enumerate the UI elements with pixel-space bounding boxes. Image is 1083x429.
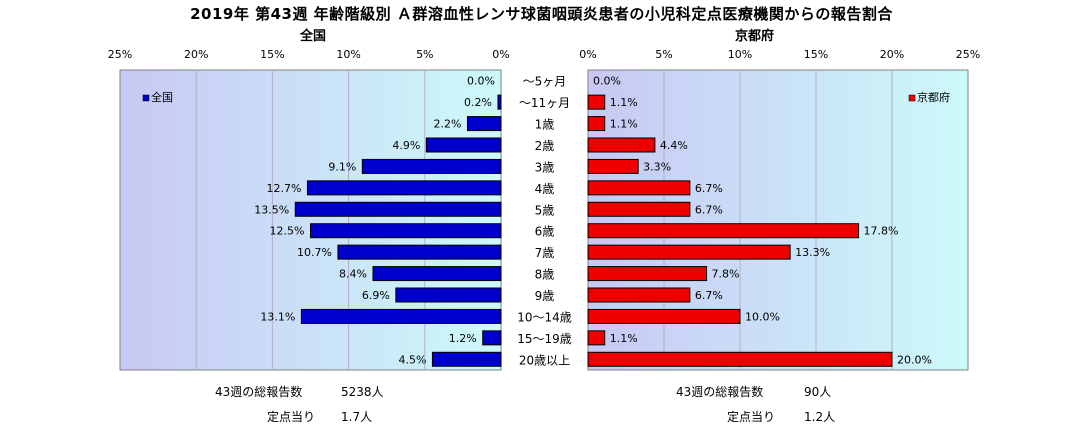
right-bar — [587, 94, 606, 110]
right-data-label: 13.3% — [795, 246, 830, 259]
right-x-tick-label: 5% — [655, 48, 672, 61]
left-bar — [395, 287, 502, 303]
category-label: 7歳 — [535, 246, 555, 260]
right-bar — [587, 308, 741, 324]
left-bar — [431, 351, 502, 367]
right-data-label: 17.8% — [864, 225, 899, 238]
right-x-tick-label: 0% — [579, 48, 596, 61]
category-label: 2歳 — [535, 139, 555, 153]
left-panel-subtitle: 全国 — [300, 29, 327, 44]
category-label: 5歳 — [535, 203, 555, 217]
category-label: 6歳 — [535, 225, 555, 239]
right-x-tick-label: 20% — [880, 48, 904, 61]
right-data-label: 20.0% — [897, 353, 932, 366]
left-data-label: 13.5% — [254, 203, 289, 216]
left-legend-label: 全国 — [151, 90, 173, 104]
left-data-label: 12.7% — [266, 182, 301, 195]
left-data-label: 9.1% — [328, 160, 356, 173]
right-bar — [587, 351, 893, 367]
chart-title: 2019年 第43週 年齢階級別 Ａ群溶血性レンサ球菌咽頭炎患者の小児科定点医療… — [190, 5, 893, 23]
left-total-label: 43週の総報告数 — [215, 385, 303, 399]
left-data-label: 8.4% — [339, 268, 367, 281]
category-label: 4歳 — [535, 182, 555, 196]
right-plot-area — [587, 69, 969, 371]
right-per-site-label: 定点当り — [727, 410, 776, 424]
right-bar — [587, 330, 606, 346]
left-bar — [482, 330, 502, 346]
right-panel-subtitle: 京都府 — [735, 29, 775, 44]
left-data-label: 12.5% — [270, 225, 305, 238]
left-bar — [294, 201, 502, 217]
left-data-label: 0.0% — [467, 75, 495, 88]
right-x-tick-label: 15% — [804, 48, 828, 61]
right-data-label: 0.0% — [593, 75, 621, 88]
left-x-tick-label: 10% — [336, 48, 360, 61]
right-bar — [587, 180, 691, 196]
right-legend-label: 京都府 — [917, 90, 950, 104]
left-data-label: 1.2% — [449, 332, 477, 345]
left-bar — [466, 116, 502, 132]
left-bar — [306, 180, 502, 196]
category-label: ～11ヶ月 — [519, 96, 570, 110]
right-data-label: 6.7% — [695, 289, 723, 302]
right-data-label: 4.4% — [660, 139, 688, 152]
category-label: 15～19歳 — [517, 332, 572, 346]
left-bar — [337, 244, 502, 260]
left-data-label: 10.7% — [297, 246, 332, 259]
right-data-label: 1.1% — [610, 332, 638, 345]
right-legend-swatch — [908, 94, 916, 102]
category-label: 3歳 — [535, 160, 555, 174]
right-bar — [587, 287, 691, 303]
right-bar — [587, 137, 656, 153]
right-total-label: 43週の総報告数 — [676, 385, 764, 399]
category-label: 9歳 — [535, 289, 555, 303]
left-total-value: 5238人 — [341, 385, 384, 399]
right-bar — [587, 266, 708, 282]
left-bar — [425, 137, 502, 153]
left-data-label: 2.2% — [434, 118, 462, 131]
right-data-label: 3.3% — [643, 160, 671, 173]
left-legend-swatch — [142, 94, 150, 102]
right-data-label: 10.0% — [745, 310, 780, 323]
left-plot-area — [119, 69, 502, 371]
category-label: 20歳以上 — [519, 353, 570, 367]
right-bar — [587, 201, 691, 217]
left-x-tick-label: 20% — [184, 48, 208, 61]
right-data-label: 6.7% — [695, 203, 723, 216]
category-label: 8歳 — [535, 268, 555, 282]
left-per-site-label: 定点当り — [267, 410, 316, 424]
left-per-site-value: 1.7人 — [341, 410, 373, 424]
right-bar — [587, 244, 791, 260]
right-bar — [587, 116, 606, 132]
right-bar — [587, 223, 860, 239]
right-per-site-value: 1.2人 — [804, 410, 836, 424]
left-x-tick-label: 15% — [260, 48, 284, 61]
category-label: ～5ヶ月 — [523, 75, 567, 89]
right-data-label: 1.1% — [610, 96, 638, 109]
left-data-label: 4.9% — [392, 139, 420, 152]
left-data-label: 13.1% — [260, 310, 295, 323]
right-data-label: 1.1% — [610, 118, 638, 131]
right-bar — [587, 158, 639, 174]
right-x-tick-label: 25% — [956, 48, 980, 61]
left-bar — [361, 158, 502, 174]
left-data-label: 0.2% — [464, 96, 492, 109]
left-x-tick-label: 5% — [416, 48, 433, 61]
left-bar — [497, 94, 502, 110]
category-label: 1歳 — [535, 118, 555, 132]
left-bar — [310, 223, 502, 239]
right-data-label: 7.8% — [712, 268, 740, 281]
category-label: 10～14歳 — [517, 310, 572, 324]
left-data-label: 4.5% — [398, 353, 426, 366]
left-x-tick-label: 0% — [492, 48, 509, 61]
left-bar — [300, 308, 502, 324]
right-total-value: 90人 — [804, 385, 832, 399]
left-bar — [372, 266, 502, 282]
left-data-label: 6.9% — [362, 289, 390, 302]
right-x-tick-label: 10% — [728, 48, 752, 61]
right-data-label: 6.7% — [695, 182, 723, 195]
left-x-tick-label: 25% — [108, 48, 132, 61]
